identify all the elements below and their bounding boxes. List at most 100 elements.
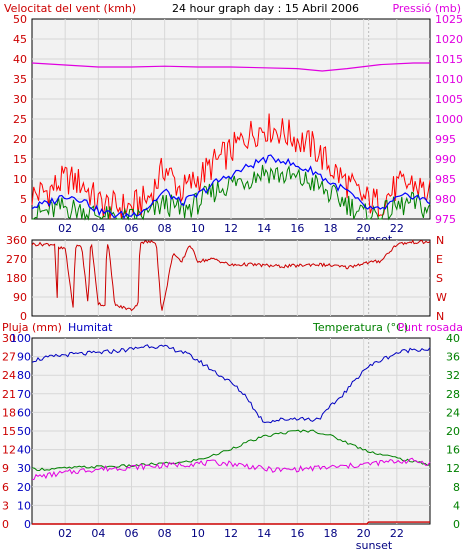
humidity-axis-title: Humitat <box>68 321 113 334</box>
time-tick-label: 06 <box>125 527 139 540</box>
temperature-tick-label: 40 <box>446 332 460 345</box>
compass-label: N <box>436 310 444 323</box>
pressure-axis-title: Pressió (mb) <box>392 2 461 15</box>
time-tick-label: 06 <box>125 222 139 235</box>
time-tick-label: 10 <box>191 527 205 540</box>
compass-label: N <box>436 234 444 247</box>
pressure-tick-label: 1005 <box>435 93 463 106</box>
temperature-line <box>31 429 431 472</box>
humidity-tick-label: 100 <box>10 332 31 345</box>
humidity-tick-label: 0 <box>24 518 31 531</box>
wind-direction-line <box>31 239 431 312</box>
rain-tick-label: 30 <box>2 332 16 345</box>
temperature-tick-label: 36 <box>446 351 460 364</box>
time-tick-label: 04 <box>91 222 105 235</box>
temperature-axis-title: Temperatura (°C) <box>312 321 408 334</box>
dewpoint-line <box>31 457 431 481</box>
pressure-axis: 975 980 985 990 995 1000 1005 1010 1015 1020 1025 <box>435 13 463 226</box>
humidity-tick-label: 60 <box>17 406 31 419</box>
humidity-line <box>31 344 431 424</box>
time-tick-label: 10 <box>191 222 205 235</box>
humidity-tick-label: 50 <box>17 425 31 438</box>
wind-tick-label: 5 <box>20 193 27 206</box>
time-tick-label: 02 <box>58 527 72 540</box>
pressure-tick-label: 980 <box>435 193 456 206</box>
pressure-tick-label: 985 <box>435 173 456 186</box>
wind-tick-label: 35 <box>13 73 27 86</box>
humidity-tick-label: 10 <box>17 499 31 512</box>
wind-mean-line <box>31 154 431 220</box>
humidity-time-axis: 02 04 06 08 10 12 14 16 18 20 22 <box>58 527 404 540</box>
rain-axis-title: Pluja (mm) <box>2 321 62 334</box>
rain-tick-label: 21 <box>2 388 16 401</box>
pressure-tick-label: 1010 <box>435 73 463 86</box>
wind-grid <box>32 19 430 219</box>
wind-tick-label: 50 <box>13 13 27 26</box>
humidity-tick-label: 90 <box>17 351 31 364</box>
pressure-tick-label: 990 <box>435 153 456 166</box>
humidity-tick-label: 70 <box>17 388 31 401</box>
direction-tick-label: 360 <box>6 234 27 247</box>
wind-time-axis: 02 04 06 08 10 12 14 16 18 20 22 <box>58 222 404 235</box>
pressure-tick-label: 995 <box>435 133 456 146</box>
humidity-tick-label: 40 <box>17 444 31 457</box>
wind-tick-label: 45 <box>13 33 27 46</box>
pressure-tick-label: 1000 <box>435 113 463 126</box>
time-tick-label: 22 <box>390 222 404 235</box>
rain-tick-label: 0 <box>2 518 9 531</box>
temperature-tick-label: 32 <box>446 369 460 382</box>
humidity-temperature-panel: 0369121518212427300102030405060708090100… <box>2 321 463 552</box>
wind-axis-title: Velocitat del vent (kmh) <box>4 2 136 15</box>
temperature-tick-label: 28 <box>446 388 460 401</box>
pressure-tick-label: 975 <box>435 213 456 226</box>
compass-label: E <box>436 253 443 266</box>
wind-tick-label: 0 <box>20 213 27 226</box>
rain-tick-label: 27 <box>2 351 16 364</box>
direction-tick-label: 90 <box>13 291 27 304</box>
chart-title: 24 hour graph day : 15 Abril 2006 <box>172 2 359 15</box>
wind-tick-label: 40 <box>13 53 27 66</box>
rain-line <box>32 521 430 525</box>
humidity-tick-label: 30 <box>17 462 31 475</box>
time-tick-label: 12 <box>224 527 238 540</box>
rain-tick-label: 9 <box>2 462 9 475</box>
temperature-axis: 0 4 8 12 16 20 24 28 32 36 40 <box>446 332 460 531</box>
temperature-tick-label: 12 <box>446 462 460 475</box>
temperature-tick-label: 16 <box>446 444 460 457</box>
time-tick-label: 14 <box>257 222 271 235</box>
time-tick-label: 18 <box>324 222 338 235</box>
time-tick-label: 14 <box>257 527 271 540</box>
rain-tick-label: 6 <box>2 481 9 494</box>
direction-tick-label: 0 <box>20 310 27 323</box>
time-tick-label: 16 <box>290 222 304 235</box>
wind-tick-label: 25 <box>13 113 27 126</box>
wind-speed-axis: 0 5 10 15 20 25 30 35 40 45 50 <box>13 13 27 226</box>
dewpoint-axis-title: Punt rosada <box>398 321 463 334</box>
time-tick-label: 08 <box>158 527 172 540</box>
time-tick-label: 04 <box>91 527 105 540</box>
direction-grid <box>32 240 430 316</box>
time-tick-label: 12 <box>224 222 238 235</box>
rain-tick-label: 3 <box>2 499 9 512</box>
humidity-tick-label: 20 <box>17 481 31 494</box>
temperature-tick-label: 24 <box>446 406 460 419</box>
pressure-tick-label: 1025 <box>435 13 463 26</box>
wind-tick-label: 20 <box>13 133 27 146</box>
pressure-line <box>31 62 430 72</box>
temperature-tick-label: 4 <box>453 499 460 512</box>
wind-series <box>31 62 431 221</box>
time-tick-label: 20 <box>357 222 371 235</box>
direction-axis: 0 90 180 270 360 <box>6 234 27 323</box>
compass-label: S <box>436 272 443 285</box>
wind-tick-label: 10 <box>13 173 27 186</box>
pressure-tick-label: 1015 <box>435 53 463 66</box>
time-tick-label: 20 <box>357 527 371 540</box>
time-tick-label: 18 <box>324 527 338 540</box>
pressure-tick-label: 1020 <box>435 33 463 46</box>
humidity-series <box>31 344 431 525</box>
direction-tick-label: 270 <box>6 253 27 266</box>
